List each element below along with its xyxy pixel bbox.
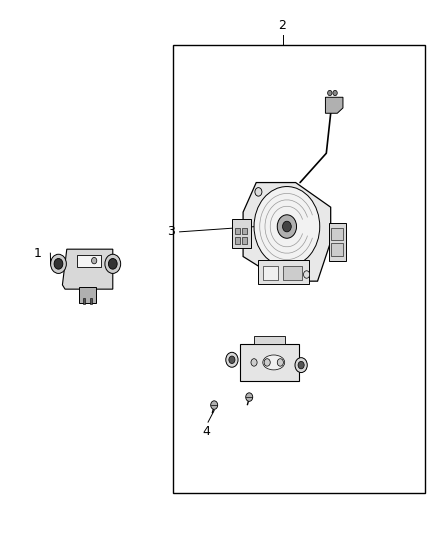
Circle shape (277, 359, 283, 366)
Circle shape (277, 215, 297, 238)
Bar (173, 45, 425, 493)
Circle shape (92, 257, 97, 264)
Bar (331, 228, 343, 240)
Bar (242, 237, 247, 244)
Circle shape (295, 358, 307, 373)
Bar (240, 344, 299, 381)
Bar (232, 219, 251, 248)
Bar (254, 336, 285, 344)
Circle shape (328, 90, 332, 96)
Circle shape (211, 401, 218, 409)
Bar (83, 297, 85, 304)
Polygon shape (243, 182, 331, 281)
Bar (79, 287, 96, 303)
Polygon shape (63, 249, 113, 289)
Bar (242, 228, 247, 234)
Text: 2: 2 (279, 19, 286, 32)
Circle shape (298, 361, 304, 369)
Bar (235, 237, 240, 244)
Bar (331, 243, 343, 256)
Circle shape (105, 254, 120, 273)
Bar (328, 223, 346, 261)
Bar (235, 228, 240, 234)
Bar (90, 297, 92, 304)
Text: 3: 3 (167, 225, 175, 238)
Circle shape (229, 356, 235, 364)
Circle shape (333, 90, 337, 96)
Circle shape (251, 359, 257, 366)
Bar (77, 255, 101, 266)
Circle shape (246, 393, 253, 401)
Ellipse shape (263, 355, 285, 370)
Polygon shape (325, 97, 343, 114)
Circle shape (226, 352, 238, 367)
Circle shape (50, 254, 67, 273)
Circle shape (255, 188, 262, 196)
Bar (283, 266, 302, 280)
Bar (258, 260, 309, 284)
Circle shape (109, 259, 117, 269)
Circle shape (283, 221, 291, 232)
Circle shape (254, 187, 320, 266)
Bar (263, 266, 278, 280)
Circle shape (264, 359, 270, 366)
Circle shape (304, 271, 310, 278)
Text: 4: 4 (202, 425, 210, 438)
Text: 1: 1 (34, 247, 42, 260)
Circle shape (54, 259, 63, 269)
